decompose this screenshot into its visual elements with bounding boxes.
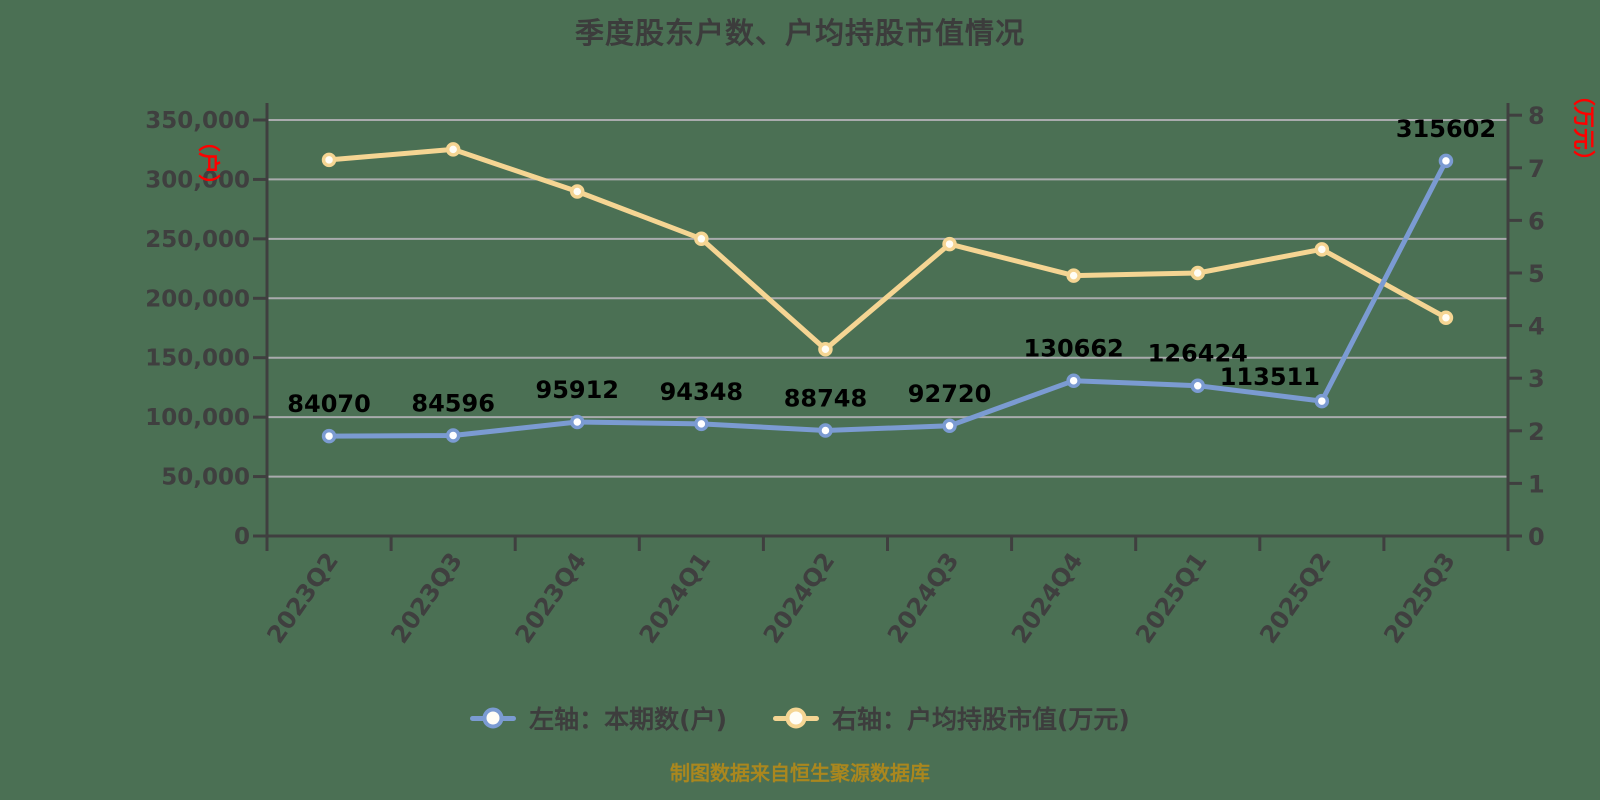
x-axis-category-label: 2023Q2 xyxy=(261,547,344,648)
right-axis-tick-label: 4 xyxy=(1528,313,1545,341)
yellow-series-marker xyxy=(694,231,709,247)
legend-dot-blue xyxy=(482,707,504,729)
data-source-caption: 制图数据来自恒生聚源数据库 xyxy=(670,761,930,785)
yellow-series-marker xyxy=(445,142,461,157)
legend-line-marker-yellow xyxy=(773,707,819,729)
yellow-series-marker xyxy=(570,184,585,199)
left-axis-tick-label: 150,000 xyxy=(145,346,250,372)
blue-series-marker xyxy=(445,428,461,443)
right-axis-unit-label: （万元） xyxy=(1570,84,1595,172)
blue-series-marker xyxy=(1438,153,1454,169)
left-axis-tick-label: 250,000 xyxy=(145,227,250,253)
right-axis-tick-label: 7 xyxy=(1528,155,1545,183)
yellow-series-marker xyxy=(1190,265,1205,281)
legend-line-marker-blue xyxy=(470,707,517,729)
right-axis-tick-label: 2 xyxy=(1528,418,1545,446)
blue-series-marker xyxy=(1190,378,1205,393)
left-axis-tick-label: 50,000 xyxy=(161,465,250,491)
data-point-label: 130662 xyxy=(1024,335,1124,363)
data-point-label: 315602 xyxy=(1396,115,1496,143)
data-point-label: 94348 xyxy=(660,378,744,406)
legend-item-right-series[interactable]: 右轴：户均持股市值(万元) xyxy=(773,700,1130,736)
left-axis-tick-label: 300,000 xyxy=(145,167,250,193)
legend-label-left-series: 左轴：本期数(户) xyxy=(529,705,727,734)
left-axis-unit-label: （户） xyxy=(195,130,221,196)
blue-series-marker xyxy=(1066,373,1081,388)
right-axis-tick-label: 5 xyxy=(1528,260,1545,288)
right-axis-tick-label: 0 xyxy=(1528,523,1545,551)
data-point-label: 92720 xyxy=(908,380,992,408)
yellow-series-marker xyxy=(1314,242,1330,257)
right-axis-tick-label: 3 xyxy=(1528,365,1545,393)
yellow-series-marker xyxy=(1066,268,1081,283)
data-point-label: 84596 xyxy=(411,389,495,417)
data-point-label: 113511 xyxy=(1220,363,1320,391)
blue-series-marker xyxy=(942,418,957,434)
yellow-series-marker xyxy=(1438,310,1454,325)
data-point-label: 84070 xyxy=(287,390,371,418)
data-point-label: 126424 xyxy=(1148,340,1248,368)
x-axis-category-label: 2024Q4 xyxy=(1006,547,1089,648)
yellow-series-marker xyxy=(321,152,337,168)
x-axis-category-label: 2023Q3 xyxy=(386,547,469,648)
legend-label-right-series: 右轴：户均持股市值(万元) xyxy=(832,705,1130,734)
x-axis-category-label: 2025Q1 xyxy=(1130,547,1213,648)
x-axis-category-label: 2025Q3 xyxy=(1378,547,1461,648)
right-axis-tick-label: 8 xyxy=(1528,102,1545,130)
x-axis-category-label: 2023Q4 xyxy=(510,547,593,648)
blue-series-marker xyxy=(694,416,709,432)
legend: 左轴：本期数(户) 右轴：户均持股市值(万元) xyxy=(0,700,1600,736)
blue-series-marker xyxy=(570,414,585,430)
left-axis-tick-label: 350,000 xyxy=(145,108,250,134)
blue-series-line xyxy=(326,158,1449,439)
right-axis-tick-label: 6 xyxy=(1528,207,1545,235)
chart-title: 季度股东户数、户均持股市值情况 xyxy=(574,16,1025,50)
x-axis-category-label: 2024Q1 xyxy=(634,547,717,648)
blue-series-marker xyxy=(321,428,337,444)
yellow-series-line xyxy=(326,146,1449,352)
legend-dot-yellow xyxy=(785,707,807,729)
yellow-series-marker xyxy=(942,236,957,252)
right-axis-tick-label: 1 xyxy=(1528,470,1545,498)
data-point-label: 88748 xyxy=(784,385,868,413)
x-axis-category-label: 2024Q3 xyxy=(882,547,965,648)
blue-series-marker xyxy=(818,423,833,438)
legend-item-left-series[interactable]: 左轴：本期数(户) xyxy=(470,700,727,736)
x-axis-category-label: 2025Q2 xyxy=(1254,547,1337,648)
x-axis-category-label: 2024Q2 xyxy=(758,547,841,648)
left-axis-tick-label: 200,000 xyxy=(145,286,250,312)
yellow-series-marker xyxy=(818,342,833,357)
left-axis-tick-label: 100,000 xyxy=(145,405,250,431)
data-point-label: 95912 xyxy=(536,376,620,404)
blue-series-marker xyxy=(1314,393,1330,409)
left-axis-tick-label: 0 xyxy=(234,524,250,550)
